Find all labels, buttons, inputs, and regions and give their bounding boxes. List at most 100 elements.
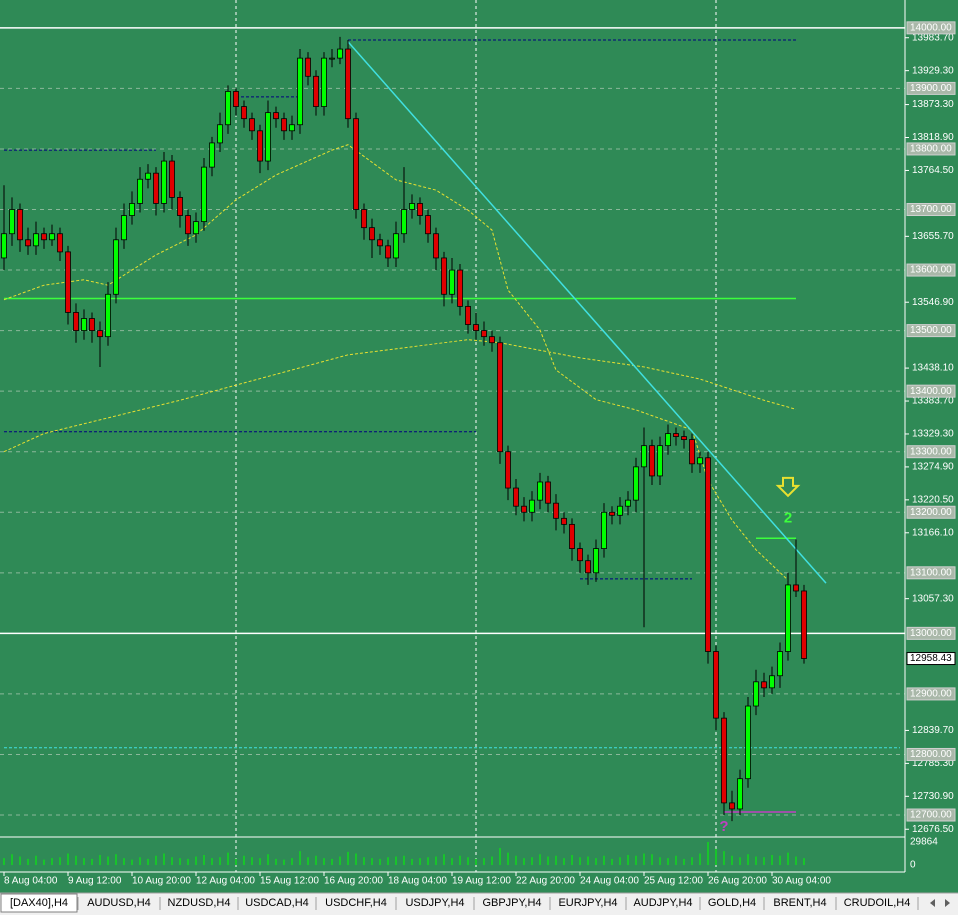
candle-body — [121, 215, 127, 241]
y-tick-label: 13274.90 — [912, 462, 954, 473]
tab-label[interactable]: AUDUSD,H4 — [87, 897, 151, 909]
tab[interactable] — [837, 894, 917, 912]
candle-body — [457, 269, 463, 307]
y-tick-label: 13983.70 — [912, 32, 954, 43]
level-label-box — [906, 626, 956, 640]
signal-arrow — [775, 476, 801, 498]
tab[interactable] — [627, 894, 699, 912]
candle-body — [233, 91, 239, 107]
candle-body — [201, 166, 207, 223]
level-label-box — [906, 203, 956, 217]
x-tick-label: 8 Aug 04:00 — [4, 876, 58, 887]
level-label-box — [906, 81, 956, 95]
candle-body — [153, 172, 159, 204]
tab[interactable] — [551, 894, 625, 912]
x-tick-label: 18 Aug 04:00 — [388, 876, 447, 887]
candle-body — [785, 584, 791, 652]
y-tick-label: 13655.70 — [912, 231, 954, 242]
x-tick-label: 9 Aug 12:00 — [68, 876, 122, 887]
candle-body — [289, 124, 295, 132]
candle-body — [33, 233, 39, 247]
candle-body — [105, 293, 111, 338]
tab[interactable] — [161, 894, 237, 912]
candle-body — [73, 312, 79, 332]
x-tick-label: 15 Aug 12:00 — [260, 876, 319, 887]
level-label-box — [906, 263, 956, 277]
candle-body — [329, 57, 335, 60]
tab-label[interactable]: GOLD,H4 — [708, 897, 756, 909]
candle-body — [529, 499, 535, 513]
candle-body — [393, 233, 399, 259]
tab[interactable] — [79, 894, 159, 912]
candle-body — [17, 209, 23, 241]
tab[interactable] — [701, 894, 763, 912]
x-tick-label: 30 Aug 04:00 — [772, 876, 831, 887]
candle-body — [689, 439, 695, 465]
tab-scroll-left[interactable] — [930, 899, 935, 907]
candle-body — [361, 209, 367, 229]
tab-label[interactable]: USDJPY,H4 — [405, 897, 464, 909]
annotation: ? — [719, 818, 728, 835]
tab[interactable] — [0, 893, 78, 913]
level-label: 13400.00 — [910, 386, 952, 397]
candle-body — [1, 233, 7, 259]
level-label: 13000.00 — [910, 628, 952, 639]
tab-label[interactable]: GBPJPY,H4 — [482, 897, 541, 909]
y-tick-label: 13873.30 — [912, 99, 954, 110]
candle-body — [377, 239, 383, 247]
candle-body — [217, 124, 223, 144]
candle-body — [209, 142, 215, 168]
tab-label[interactable]: BRENT,H4 — [773, 897, 826, 909]
tab[interactable] — [765, 894, 835, 912]
level-label: 12800.00 — [910, 749, 952, 760]
y-tick-label: 13220.50 — [912, 494, 954, 505]
candle-body — [337, 48, 343, 59]
tab-label[interactable]: NZDUSD,H4 — [168, 897, 231, 909]
candle-body — [449, 269, 455, 295]
x-tick-label: 12 Aug 04:00 — [196, 876, 255, 887]
tab[interactable] — [475, 894, 549, 912]
tab-label[interactable]: USDCAD,H4 — [245, 897, 309, 909]
candle-body — [305, 57, 311, 77]
candle-body — [441, 257, 447, 295]
level-label: 13800.00 — [910, 144, 952, 155]
level-label-box — [906, 384, 956, 398]
candle-body — [625, 499, 631, 507]
level-label: 12900.00 — [910, 689, 952, 700]
candle-body — [97, 330, 103, 338]
candle-body — [65, 251, 71, 313]
level-label-box — [906, 747, 956, 761]
candle-body — [721, 717, 727, 804]
candle-body — [801, 590, 807, 659]
x-tick-label: 19 Aug 12:00 — [452, 876, 511, 887]
x-tick-label: 22 Aug 20:00 — [516, 876, 575, 887]
candle-body — [761, 681, 767, 689]
candle-body — [249, 118, 255, 132]
tab-label[interactable]: USDCHF,H4 — [325, 897, 387, 909]
candle-body — [593, 548, 599, 574]
candle-body — [681, 436, 687, 441]
level-label-box — [906, 566, 956, 580]
tab-label[interactable]: [DAX40],H4 — [10, 897, 68, 909]
volume-tick-label: 0 — [910, 860, 916, 871]
level-label: 13900.00 — [910, 83, 952, 94]
candle-body — [273, 112, 279, 120]
candle-body — [241, 106, 247, 120]
candle-body — [137, 178, 143, 204]
annotation: 2 — [784, 509, 792, 526]
tab-label[interactable]: AUDJPY,H4 — [633, 897, 692, 909]
tab[interactable] — [239, 894, 315, 912]
y-tick-label: 13764.50 — [912, 165, 954, 176]
candle-body — [641, 445, 647, 468]
candle-body — [25, 239, 31, 247]
candle-body — [161, 160, 167, 204]
tab[interactable] — [317, 894, 395, 912]
tab-label[interactable]: CRUDOIL,H4 — [844, 897, 911, 909]
tab-scroll-right[interactable] — [945, 899, 950, 907]
candle-body — [537, 481, 543, 501]
tab[interactable] — [397, 894, 473, 912]
y-tick-label: 12676.50 — [912, 824, 954, 835]
tab-label[interactable]: EURJPY,H4 — [558, 897, 617, 909]
candle-body — [665, 433, 671, 447]
